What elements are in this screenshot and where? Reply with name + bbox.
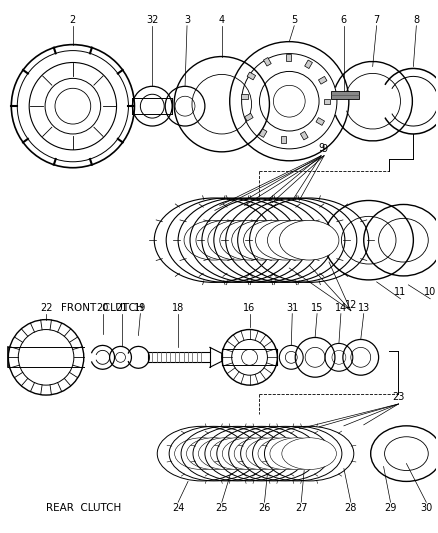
Text: 21: 21 [115, 303, 128, 313]
Text: 20: 20 [96, 303, 109, 313]
Text: 2: 2 [70, 15, 76, 25]
Ellipse shape [258, 438, 313, 470]
Text: 25: 25 [215, 503, 228, 513]
Text: 28: 28 [345, 503, 357, 513]
Ellipse shape [232, 220, 291, 260]
Bar [316, 118, 325, 125]
Text: 19: 19 [134, 303, 146, 313]
Bar [324, 99, 331, 104]
Ellipse shape [279, 220, 339, 260]
Ellipse shape [187, 438, 241, 470]
Bar [241, 94, 248, 99]
Bar [264, 58, 271, 66]
Text: 9: 9 [321, 144, 327, 154]
Text: 27: 27 [295, 503, 307, 513]
Ellipse shape [208, 220, 268, 260]
Text: 18: 18 [172, 303, 184, 313]
Text: 13: 13 [357, 303, 370, 313]
Text: 23: 23 [392, 392, 405, 402]
Ellipse shape [222, 438, 277, 470]
Text: 5: 5 [291, 15, 297, 25]
Text: 12: 12 [345, 300, 357, 310]
Ellipse shape [270, 438, 325, 470]
Text: 8: 8 [413, 15, 420, 25]
Text: 30: 30 [420, 503, 432, 513]
Bar [247, 72, 256, 80]
Bar [305, 60, 312, 69]
Ellipse shape [198, 438, 253, 470]
Ellipse shape [184, 220, 244, 260]
Ellipse shape [234, 438, 289, 470]
Bar [331, 91, 359, 99]
Text: 6: 6 [341, 15, 347, 25]
Text: 15: 15 [311, 303, 323, 313]
Text: 31: 31 [286, 303, 298, 313]
Ellipse shape [220, 220, 279, 260]
Ellipse shape [175, 438, 229, 470]
Ellipse shape [255, 220, 315, 260]
Bar [286, 54, 291, 61]
Ellipse shape [244, 220, 303, 260]
Text: FRONT  CLUTCH: FRONT CLUTCH [61, 303, 144, 313]
Text: 10: 10 [424, 287, 436, 297]
Bar [245, 114, 253, 121]
Text: 3: 3 [184, 15, 190, 25]
Text: 9: 9 [318, 143, 324, 153]
Text: 14: 14 [335, 303, 347, 313]
Text: REAR  CLUTCH: REAR CLUTCH [46, 503, 121, 513]
Text: 16: 16 [244, 303, 256, 313]
Text: 7: 7 [374, 15, 380, 25]
Text: 26: 26 [258, 503, 271, 513]
Text: 4: 4 [219, 15, 225, 25]
Text: 29: 29 [385, 503, 397, 513]
Bar [300, 132, 308, 140]
Ellipse shape [210, 438, 265, 470]
Ellipse shape [196, 220, 255, 260]
Text: 22: 22 [40, 303, 52, 313]
Bar [281, 136, 286, 143]
Text: 24: 24 [172, 503, 184, 513]
Text: 11: 11 [394, 287, 406, 297]
Ellipse shape [268, 220, 327, 260]
Ellipse shape [246, 438, 301, 470]
Bar [259, 129, 267, 138]
Bar [318, 76, 327, 84]
Text: 32: 32 [146, 15, 159, 25]
Ellipse shape [282, 438, 336, 470]
